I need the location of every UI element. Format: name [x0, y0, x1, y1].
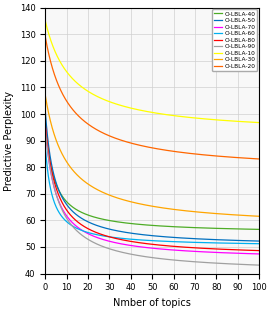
- O-LBLA-60: [257, 242, 261, 246]
- O-LBLA-30: [44, 94, 47, 97]
- O-LBLA-90: [212, 261, 215, 265]
- O-LBLA-80: [44, 123, 47, 127]
- Line: O-LBLA-60: O-LBLA-60: [45, 146, 259, 244]
- O-LBLA-30: [54, 139, 58, 142]
- O-LBLA-60: [44, 144, 47, 148]
- O-LBLA-20: [251, 157, 254, 160]
- O-LBLA-40: [148, 223, 151, 227]
- O-LBLA-50: [142, 233, 145, 236]
- O-LBLA-50: [251, 239, 254, 243]
- O-LBLA-10: [148, 110, 151, 114]
- Line: O-LBLA-70: O-LBLA-70: [45, 127, 259, 254]
- O-LBLA-50: [54, 181, 58, 185]
- O-LBLA-50: [257, 239, 261, 243]
- O-LBLA-90: [251, 263, 254, 267]
- O-LBLA-30: [251, 214, 254, 218]
- O-LBLA-60: [142, 238, 145, 242]
- O-LBLA-10: [44, 19, 47, 23]
- O-LBLA-20: [251, 157, 254, 160]
- O-LBLA-70: [44, 125, 47, 129]
- Line: O-LBLA-90: O-LBLA-90: [45, 130, 259, 265]
- Line: O-LBLA-80: O-LBLA-80: [45, 125, 259, 251]
- O-LBLA-50: [212, 238, 215, 241]
- Line: O-LBLA-20: O-LBLA-20: [45, 37, 259, 159]
- O-LBLA-10: [142, 109, 145, 113]
- O-LBLA-90: [148, 255, 151, 259]
- Line: O-LBLA-50: O-LBLA-50: [45, 111, 259, 241]
- O-LBLA-90: [54, 193, 58, 196]
- O-LBLA-10: [54, 52, 58, 56]
- O-LBLA-30: [257, 214, 261, 218]
- O-LBLA-40: [44, 120, 47, 124]
- O-LBLA-80: [142, 241, 145, 245]
- O-LBLA-40: [54, 183, 58, 187]
- O-LBLA-50: [44, 110, 47, 113]
- O-LBLA-70: [251, 252, 254, 256]
- O-LBLA-20: [257, 157, 261, 161]
- Legend: O-LBLA-40, O-LBLA-50, O-LBLA-70, O-LBLA-60, O-LBLA-80, O-LBLA-90, O-LBLA-10, O-L: O-LBLA-40, O-LBLA-50, O-LBLA-70, O-LBLA-…: [212, 9, 257, 71]
- O-LBLA-60: [251, 242, 254, 246]
- O-LBLA-10: [251, 120, 254, 124]
- O-LBLA-60: [251, 242, 254, 246]
- O-LBLA-70: [212, 251, 215, 254]
- O-LBLA-50: [251, 239, 254, 243]
- O-LBLA-40: [212, 227, 215, 230]
- O-LBLA-40: [257, 227, 261, 231]
- O-LBLA-90: [142, 255, 145, 258]
- O-LBLA-20: [44, 35, 47, 39]
- O-LBLA-80: [212, 247, 215, 251]
- O-LBLA-60: [148, 239, 151, 242]
- O-LBLA-30: [212, 212, 215, 215]
- O-LBLA-20: [142, 144, 145, 148]
- O-LBLA-90: [44, 128, 47, 132]
- O-LBLA-60: [54, 205, 58, 209]
- O-LBLA-10: [212, 118, 215, 121]
- Line: O-LBLA-10: O-LBLA-10: [45, 21, 259, 123]
- O-LBLA-70: [257, 252, 261, 256]
- O-LBLA-20: [148, 145, 151, 149]
- O-LBLA-80: [54, 187, 58, 190]
- O-LBLA-10: [251, 120, 254, 124]
- O-LBLA-40: [251, 227, 254, 231]
- O-LBLA-30: [148, 204, 151, 207]
- Line: O-LBLA-30: O-LBLA-30: [45, 95, 259, 216]
- O-LBLA-30: [142, 203, 145, 207]
- O-LBLA-90: [251, 263, 254, 267]
- O-LBLA-80: [257, 249, 261, 252]
- Y-axis label: Predictive Perplexity: Predictive Perplexity: [4, 90, 14, 191]
- O-LBLA-80: [251, 249, 254, 252]
- O-LBLA-90: [257, 263, 261, 267]
- O-LBLA-70: [54, 193, 58, 196]
- O-LBLA-50: [148, 233, 151, 237]
- O-LBLA-80: [251, 249, 254, 252]
- O-LBLA-70: [148, 246, 151, 250]
- O-LBLA-30: [251, 214, 254, 218]
- O-LBLA-40: [142, 223, 145, 227]
- X-axis label: Nmber of topics: Nmber of topics: [113, 298, 191, 308]
- O-LBLA-40: [251, 227, 254, 231]
- O-LBLA-20: [212, 154, 215, 158]
- O-LBLA-20: [54, 78, 58, 81]
- O-LBLA-80: [148, 242, 151, 246]
- O-LBLA-10: [257, 121, 261, 124]
- O-LBLA-70: [142, 245, 145, 249]
- O-LBLA-70: [251, 252, 254, 256]
- Line: O-LBLA-40: O-LBLA-40: [45, 122, 259, 229]
- O-LBLA-60: [212, 241, 215, 245]
